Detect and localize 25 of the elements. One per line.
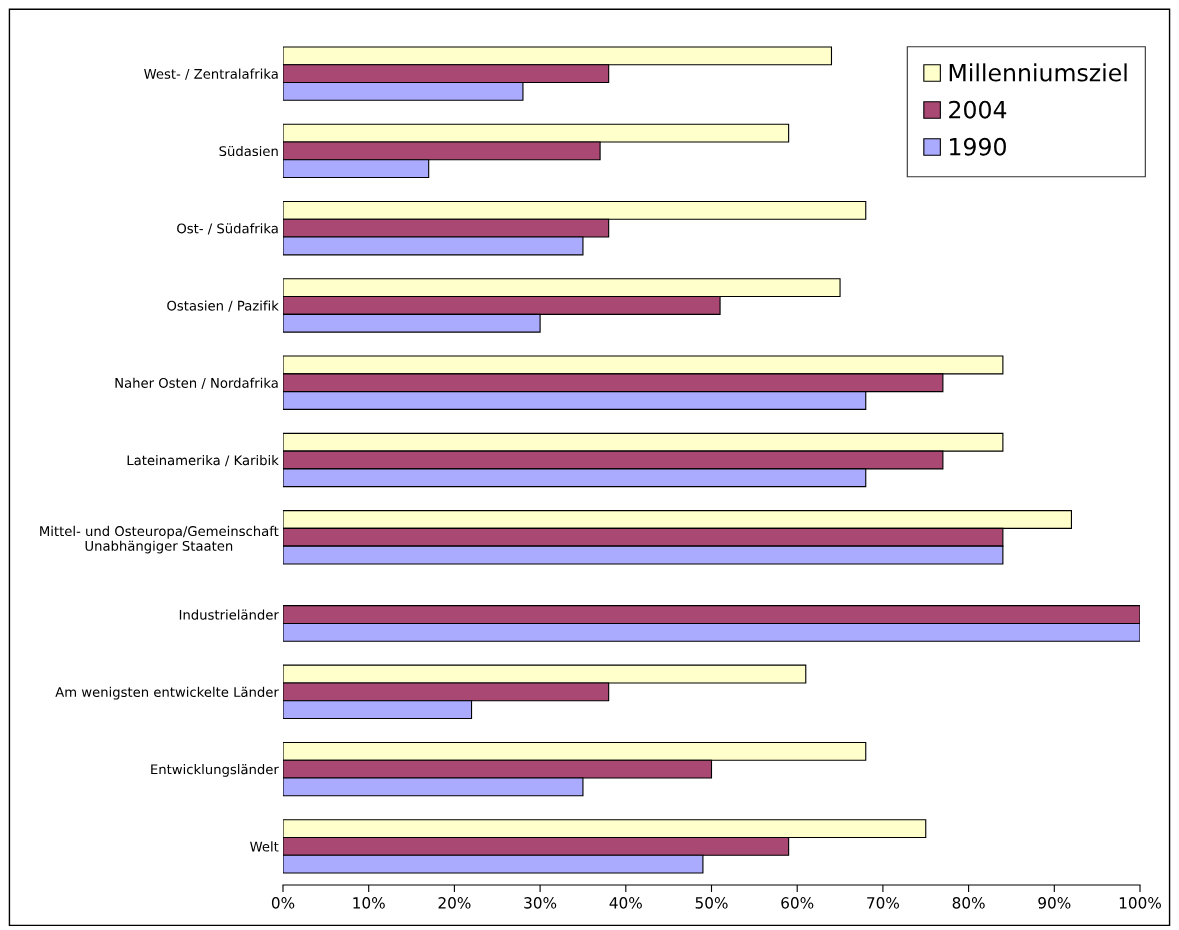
y-tick-label: West- / Zentralafrika (144, 68, 278, 80)
legend-label: 1990 (950, 137, 1006, 156)
y-tick-label: Lateinamerika / Karibik (127, 454, 279, 467)
x-tick-label: 10% (353, 897, 385, 909)
y-tick-label: Südasien (219, 145, 278, 157)
x-tick-label: 0% (271, 897, 295, 909)
y-tick-label: Ost- / Südafrika (177, 223, 278, 235)
x-tick-label: 40% (609, 897, 642, 909)
x-tick-label: 90% (1038, 897, 1071, 909)
legend-label: Millenniumsziel (949, 63, 1127, 82)
y-tick-label: Naher Osten / Nordafrika (115, 377, 278, 389)
y-tick-label: Am wenigsten entwickelte Länder (55, 686, 279, 700)
x-tick-label: 20% (438, 897, 471, 909)
x-tick-label: 70% (867, 897, 900, 909)
y-tick-label: Mittel- und Osteuropa/Gemeinschaft Unabhängiger Staaten (40, 525, 279, 554)
y-tick-label: Welt (250, 841, 279, 852)
x-tick-label: 50% (695, 897, 728, 909)
x-tick-label: 60% (781, 897, 814, 909)
legend-label: 2004 (949, 100, 1007, 119)
x-tick-label: 80% (952, 897, 985, 909)
x-tick-label: 100% (1119, 897, 1161, 909)
x-tick-label: 30% (524, 897, 557, 909)
y-tick-label: Industrieländer (179, 609, 279, 620)
y-tick-label: Entwicklungsländer (151, 764, 279, 777)
y-tick-label: Ostasien / Pazifik (167, 300, 279, 312)
